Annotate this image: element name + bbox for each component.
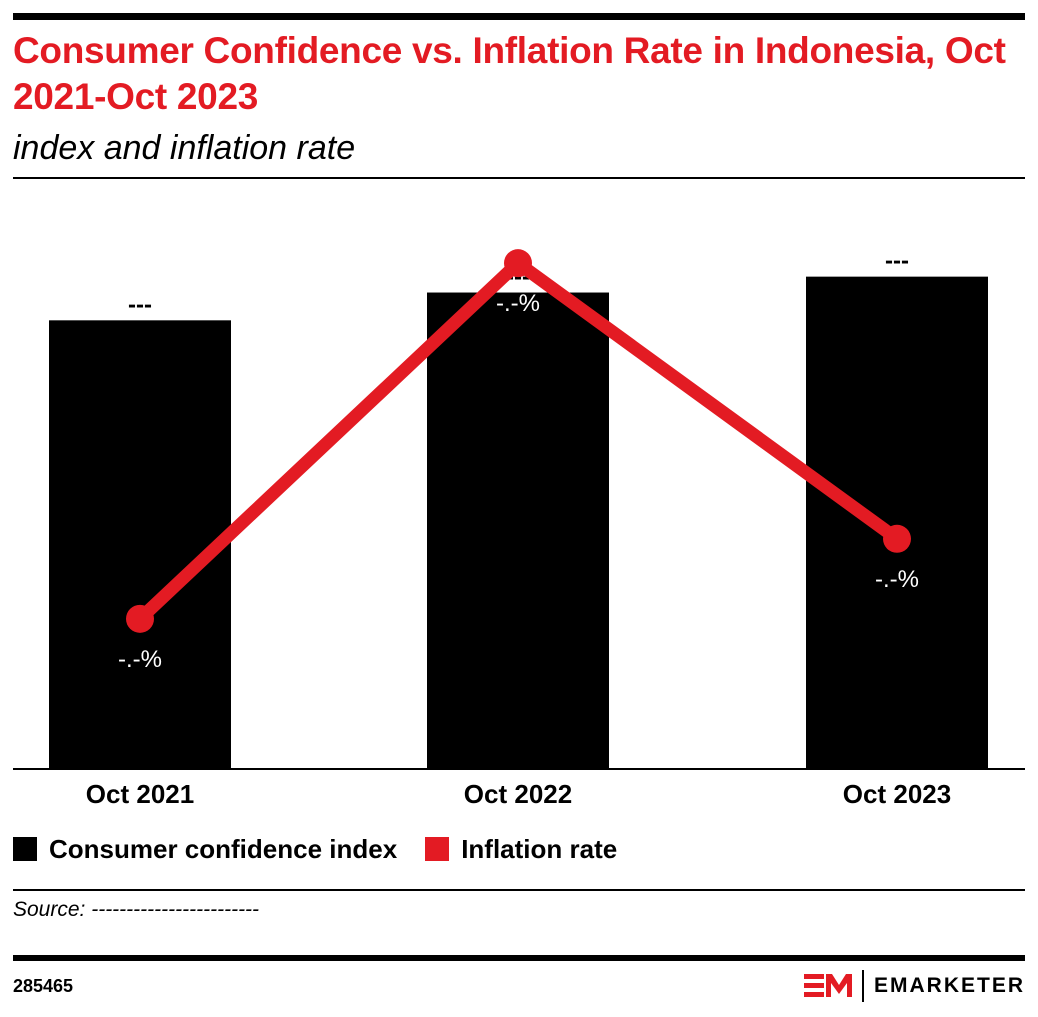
x-tick-label-3: Oct 2023: [843, 779, 951, 809]
bar-3: [806, 276, 988, 769]
inflation-point-3: [883, 524, 911, 553]
inflation-line-series: -.-% -.-% -.-%: [118, 249, 919, 673]
x-tick-label-2: Oct 2022: [464, 779, 572, 809]
legend-label-inflation: Inflation rate: [461, 833, 618, 864]
bar-value-label-3: ---: [885, 248, 909, 275]
x-axis-tick-labels: Oct 2021 Oct 2022 Oct 2023: [86, 779, 951, 809]
brand-logo: EMARKETER: [803, 968, 1025, 1004]
legend-item-confidence: Consumer confidence index: [13, 834, 397, 865]
legend-item-inflation: Inflation rate: [425, 834, 617, 865]
footer-rule: [13, 955, 1025, 961]
header-divider: [13, 177, 1025, 179]
brand-name: EMARKETER: [873, 974, 1025, 997]
x-tick-label-1: Oct 2021: [86, 779, 194, 809]
inflation-value-label-1: -.-%: [118, 646, 162, 673]
top-rule: [13, 13, 1025, 20]
chart-subtitle: index and inflation rate: [13, 129, 356, 167]
legend: Consumer confidence index Inflation rate: [13, 832, 645, 866]
bar-2: [427, 292, 609, 769]
bar-value-label-1: ---: [128, 291, 152, 318]
legend-swatch-inflation: [425, 837, 450, 861]
brand-separator: [861, 970, 864, 1002]
inflation-point-2: [504, 249, 532, 278]
chart-title: Consumer Confidence vs. Inflation Rate i…: [13, 30, 1006, 117]
source-note: Source: ------------------------: [13, 898, 260, 921]
bar-series: [49, 276, 988, 769]
bar-1: [49, 320, 231, 769]
em-logo-icon: [803, 974, 852, 997]
legend-label-confidence: Consumer confidence index: [49, 833, 398, 864]
inflation-value-label-3: -.-%: [875, 566, 919, 593]
inflation-point-1: [126, 604, 154, 633]
legend-swatch-confidence: [13, 837, 37, 861]
inflation-value-label-2: -.-%: [496, 290, 540, 317]
source-divider: [13, 889, 1025, 891]
chart-id: 285465: [13, 976, 74, 996]
